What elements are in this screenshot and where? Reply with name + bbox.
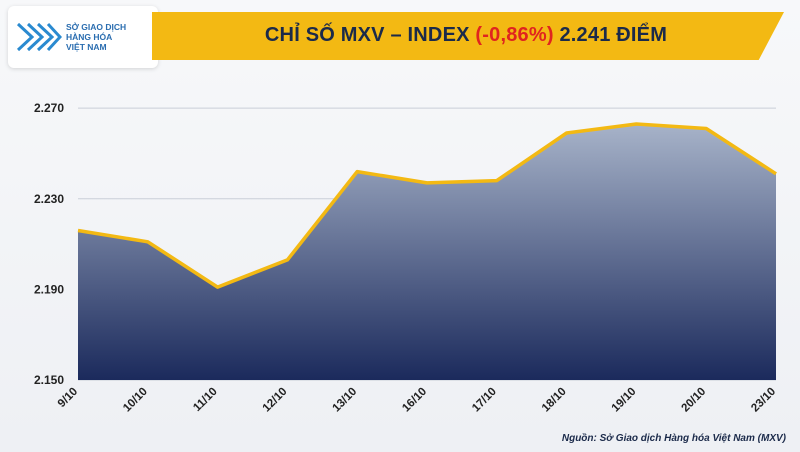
x-tick-label: 16/10 — [400, 386, 429, 415]
x-tick-label: 18/10 — [540, 386, 569, 415]
x-tick-label: 9/10 — [56, 386, 80, 410]
x-tick-label: 12/10 — [261, 386, 290, 415]
logo-text: SỞ GIAO DỊCH HÀNG HÓA VIỆT NAM — [66, 22, 156, 52]
logo-line-2: HÀNG HÓA — [66, 32, 113, 42]
source-note: Nguồn: Sở Giao dịch Hàng hóa Việt Nam (M… — [561, 433, 786, 444]
x-tick-label: 11/10 — [191, 386, 219, 414]
x-tick-label: 20/10 — [679, 386, 708, 415]
x-tick-label: 13/10 — [330, 386, 359, 415]
mxv-logo-icon — [16, 22, 62, 52]
y-tick-label: 2.230 — [34, 192, 64, 206]
title-bar — [152, 12, 784, 60]
title-prefix: CHỈ SỐ MXV – INDEX — [264, 24, 476, 46]
y-tick-label: 2.150 — [34, 373, 64, 387]
x-tick-label: 10/10 — [121, 386, 150, 415]
series-line — [77, 122, 777, 289]
logo-line-1: SỞ GIAO DỊCH — [66, 22, 127, 32]
x-tick-label: 23/10 — [749, 386, 778, 415]
title-suffix: 2.241 ĐIỂM — [553, 24, 668, 46]
title-change: (-0,86%) — [475, 24, 554, 46]
chart-title: CHỈ SỐ MXV – INDEX (-0,86%) 2.241 ĐIỂM — [186, 24, 746, 47]
mxv-logo: SỞ GIAO DỊCH HÀNG HÓA VIỆT NAM — [8, 6, 158, 68]
y-axis: 2.150 2.190 2.230 2.270 — [34, 101, 64, 387]
header-banner: SỞ GIAO DỊCH HÀNG HÓA VIỆT NAM CHỈ SỐ MX… — [0, 0, 800, 78]
logo-line-3: VIỆT NAM — [66, 42, 107, 52]
y-tick-label: 2.270 — [34, 101, 64, 115]
y-tick-label: 2.190 — [34, 282, 64, 296]
x-axis: 9/10 10/10 11/10 12/10 13/10 16/10 17/10 18/10 1… — [56, 386, 778, 415]
area-fill — [78, 124, 776, 380]
x-tick-label: 17/10 — [470, 386, 499, 415]
x-tick-label: 19/10 — [610, 386, 639, 415]
